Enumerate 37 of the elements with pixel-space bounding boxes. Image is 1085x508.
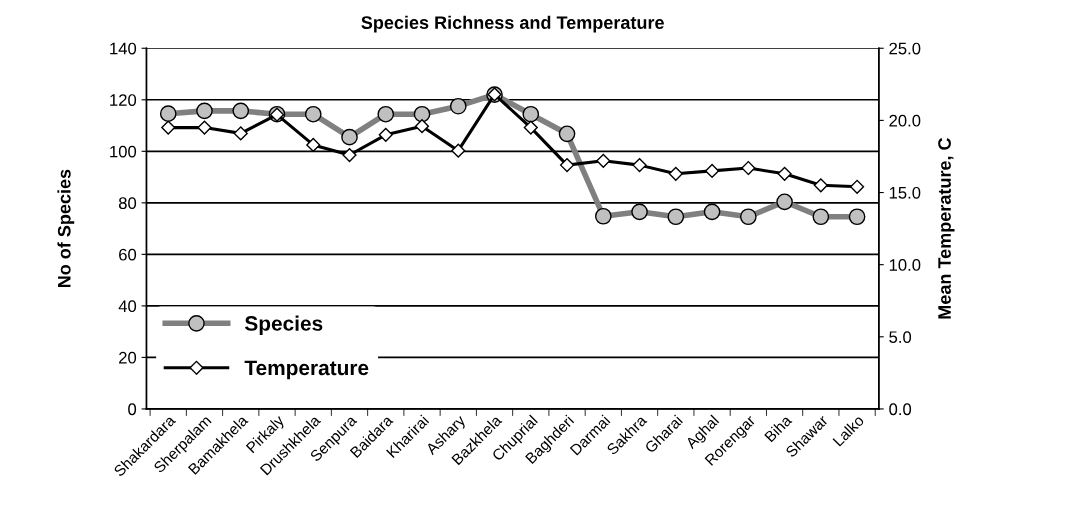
- y2-axis-title: Mean Temperature, C: [938, 137, 955, 319]
- legend-label: Species: [244, 315, 323, 335]
- point: [414, 119, 430, 134]
- y-tick-label: 0: [128, 403, 137, 416]
- point: [704, 163, 720, 178]
- y-tick-label: 40: [118, 300, 137, 313]
- point: [342, 147, 357, 163]
- point: [306, 137, 321, 153]
- legend-label: Temperature: [244, 360, 369, 380]
- point: [233, 126, 248, 141]
- point: [378, 127, 393, 142]
- y2-tick-label: 15.0: [889, 186, 921, 199]
- y2-tick-label: 10.0: [889, 259, 921, 271]
- point: [850, 179, 865, 194]
- point: [523, 120, 538, 135]
- y2-tick-label: 20.0: [889, 114, 921, 127]
- point: [668, 166, 683, 181]
- y-tick-label: 20: [119, 351, 137, 364]
- point: [161, 120, 176, 135]
- point: [813, 178, 828, 193]
- point: [596, 153, 611, 168]
- point: [197, 120, 212, 135]
- point: [559, 158, 575, 173]
- y2-tick-label: 25.0: [889, 42, 921, 55]
- y-tick-label: 120: [110, 94, 137, 106]
- y-tick-label: 140: [110, 42, 137, 55]
- point: [741, 160, 756, 176]
- y-tick-label: 80: [118, 197, 137, 210]
- y2-tick-label: 0.0: [889, 403, 912, 416]
- chart-title: Species Richness and Temperature: [361, 15, 664, 33]
- y-tick-label: 60: [119, 248, 137, 261]
- point: [632, 158, 647, 173]
- y-axis-title: No of Species: [57, 169, 75, 288]
- y-tick-label: 100: [110, 145, 137, 158]
- point: [451, 143, 466, 158]
- y2-tick-label: 5.0: [889, 331, 912, 344]
- point: [777, 166, 792, 181]
